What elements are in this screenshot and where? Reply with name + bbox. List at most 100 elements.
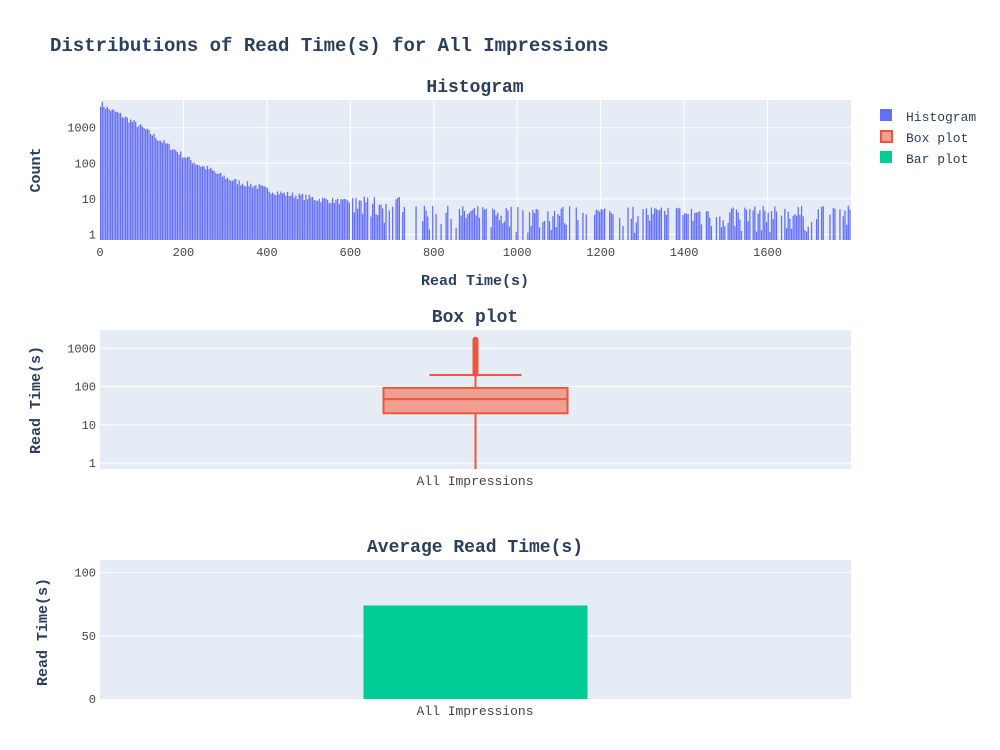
- histogram-bar: [450, 218, 452, 240]
- histogram-bar: [502, 223, 504, 240]
- histogram-bar: [558, 215, 561, 240]
- histogram-bar: [647, 214, 649, 240]
- legend-swatch-histogram: [880, 109, 892, 121]
- histogram-bar: [538, 227, 541, 240]
- histogram-bar: [231, 180, 234, 240]
- histogram-bar: [505, 208, 507, 240]
- histogram-bar: [727, 222, 729, 240]
- histogram-bar: [236, 184, 239, 240]
- box-y-tick-label: 100: [74, 381, 96, 395]
- legend-item-histogram[interactable]: Histogram: [880, 109, 976, 125]
- histogram-bar: [355, 198, 357, 240]
- histogram-bar: [115, 111, 117, 240]
- histogram-bar: [423, 205, 426, 240]
- histogram-x-tick-label: 1600: [753, 246, 782, 260]
- histogram-bar: [744, 207, 746, 240]
- histogram-bar: [311, 196, 314, 240]
- histogram-bar: [664, 210, 666, 240]
- histogram-bar: [205, 169, 207, 240]
- histogram-bar: [357, 208, 359, 240]
- histogram-bar: [734, 226, 736, 240]
- histogram-bar: [260, 185, 262, 240]
- histogram-bar: [385, 204, 387, 240]
- histogram-bar: [790, 228, 793, 240]
- histogram-bar: [754, 206, 756, 240]
- histogram-bar: [730, 208, 733, 240]
- histogram-bar: [133, 120, 135, 240]
- histogram-bar: [156, 140, 159, 240]
- histogram-bar: [346, 200, 349, 240]
- legend-label-bar-plot: Bar plot: [906, 152, 968, 167]
- histogram-bar: [185, 158, 187, 240]
- histogram-bar: [619, 217, 621, 240]
- histogram-bar: [125, 116, 127, 240]
- histogram-bar: [261, 185, 264, 240]
- histogram-bar: [181, 157, 184, 240]
- histogram-bar: [792, 215, 794, 240]
- histogram-bar: [492, 208, 494, 240]
- histogram-bar: [280, 191, 282, 240]
- histogram-bar: [240, 185, 242, 240]
- histogram-bar: [740, 231, 743, 240]
- legend-item-box-plot[interactable]: Box plot: [880, 130, 968, 146]
- histogram-bar: [762, 205, 764, 240]
- histogram-bar: [336, 198, 339, 240]
- histogram-bar: [362, 213, 364, 240]
- histogram-bar: [161, 142, 164, 240]
- histogram-bar: [800, 205, 803, 240]
- histogram-bar: [849, 209, 851, 240]
- histogram-bar: [216, 173, 219, 240]
- histogram-bar: [121, 117, 123, 240]
- box-y-label: Read Time(s): [28, 346, 45, 454]
- histogram-bar: [784, 208, 786, 240]
- histogram-bar: [108, 109, 110, 240]
- histogram-bar: [251, 187, 254, 240]
- histogram-bar: [654, 208, 656, 240]
- histogram-bar: [563, 223, 566, 240]
- histogram-bar: [383, 222, 385, 240]
- histogram-bar: [338, 204, 340, 240]
- histogram-bar: [785, 228, 788, 240]
- histogram-bar: [166, 143, 169, 240]
- histogram-bar: [528, 212, 531, 240]
- histogram-bar: [395, 199, 397, 240]
- histogram-bar: [802, 216, 804, 240]
- histogram-bar: [138, 125, 140, 240]
- histogram-bar: [799, 214, 801, 240]
- histogram-bar: [305, 194, 307, 240]
- legend-item-bar-plot[interactable]: Bar plot: [880, 151, 968, 167]
- histogram-bar: [168, 143, 170, 240]
- histogram-bar: [263, 186, 265, 240]
- histogram-bar: [352, 198, 354, 240]
- box-y-tick-label: 1000: [67, 342, 96, 356]
- histogram-bar: [215, 172, 217, 240]
- histogram-bar: [508, 226, 511, 240]
- histogram-bar: [141, 126, 143, 240]
- histogram-bar: [690, 208, 693, 240]
- histogram-bar: [659, 209, 661, 240]
- histogram-bar: [548, 221, 551, 240]
- histogram-bar: [378, 204, 380, 240]
- histogram-bar: [543, 220, 546, 240]
- histogram-bar: [598, 211, 601, 240]
- histogram-bar: [847, 205, 849, 240]
- histogram-bar: [839, 209, 841, 240]
- histogram-bar: [745, 209, 748, 240]
- histogram-bar: [789, 218, 791, 240]
- histogram-bar: [465, 217, 467, 240]
- histogram-bar: [752, 210, 754, 240]
- histogram-bar: [225, 179, 227, 240]
- histogram-bar: [774, 206, 776, 240]
- histogram-bar: [333, 202, 335, 240]
- histogram-bar: [143, 127, 145, 240]
- histogram-bar: [482, 207, 484, 240]
- histogram-bar: [684, 213, 686, 240]
- histogram-bar: [136, 127, 138, 240]
- histogram-bar: [360, 200, 362, 240]
- histogram-bar: [160, 140, 162, 240]
- histogram-x-label: Read Time(s): [421, 273, 529, 290]
- bar-title: Average Read Time(s): [367, 538, 583, 558]
- histogram-bar: [635, 222, 637, 240]
- histogram-bar: [221, 176, 224, 240]
- histogram-bar: [517, 207, 519, 240]
